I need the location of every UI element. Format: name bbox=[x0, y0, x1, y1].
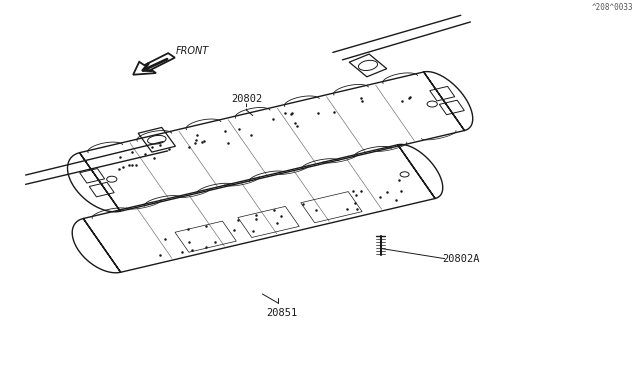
Text: 20802: 20802 bbox=[231, 94, 262, 104]
Text: FRONT: FRONT bbox=[176, 46, 209, 55]
Text: 20802A: 20802A bbox=[442, 254, 479, 264]
Text: 20851: 20851 bbox=[266, 308, 297, 318]
Text: ^208^0033: ^208^0033 bbox=[592, 3, 634, 12]
